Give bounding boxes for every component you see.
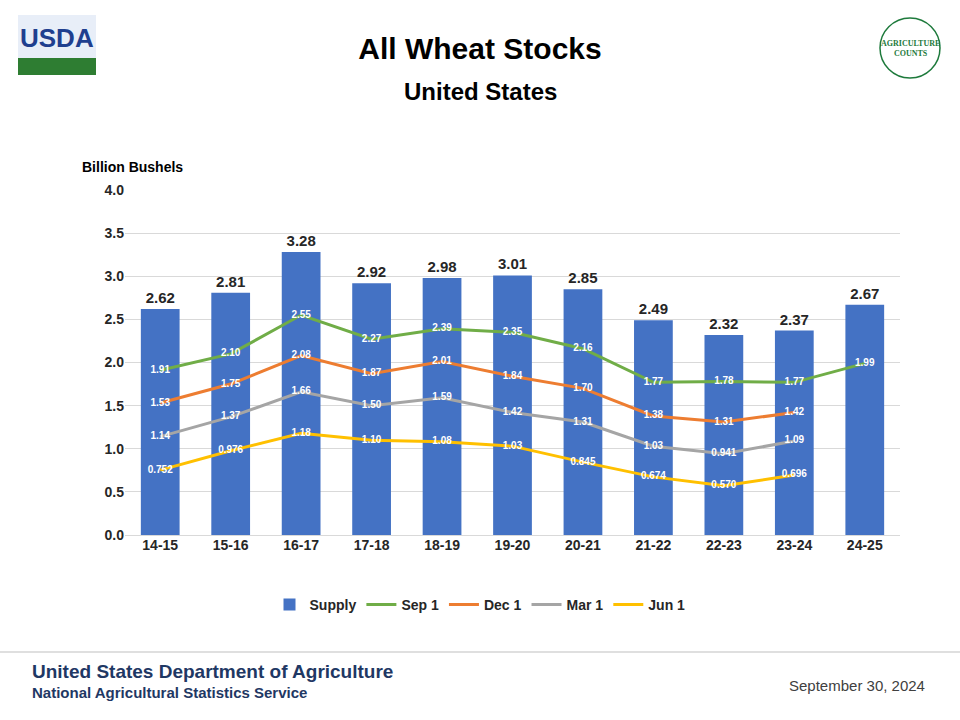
svg-text:1.31: 1.31: [714, 416, 734, 427]
svg-text:2.67: 2.67: [850, 285, 879, 302]
svg-text:2.08: 2.08: [291, 349, 311, 360]
svg-text:1.38: 1.38: [644, 409, 664, 420]
svg-text:2.37: 2.37: [780, 311, 809, 328]
svg-text:United States: United States: [404, 78, 557, 105]
svg-text:3.0: 3.0: [105, 268, 125, 284]
svg-text:1.78: 1.78: [714, 375, 734, 386]
svg-text:0.696: 0.696: [782, 468, 807, 479]
svg-text:Sep 1: Sep 1: [401, 597, 439, 613]
svg-text:1.50: 1.50: [362, 399, 382, 410]
svg-text:0.941: 0.941: [711, 447, 736, 458]
svg-text:1.70: 1.70: [573, 382, 593, 393]
svg-text:15-16: 15-16: [213, 537, 249, 553]
svg-text:1.03: 1.03: [644, 440, 664, 451]
svg-text:18-19: 18-19: [424, 537, 460, 553]
svg-text:17-18: 17-18: [354, 537, 390, 553]
svg-text:National Agricultural Statisti: National Agricultural Statistics Service: [32, 684, 307, 701]
svg-text:4.0: 4.0: [105, 182, 125, 198]
svg-text:2.10: 2.10: [221, 347, 241, 358]
svg-text:2.0: 2.0: [105, 354, 125, 370]
svg-text:2.27: 2.27: [362, 333, 382, 344]
svg-text:2.5: 2.5: [105, 311, 125, 327]
svg-text:20-21: 20-21: [565, 537, 601, 553]
svg-text:23-24: 23-24: [776, 537, 812, 553]
svg-text:2.85: 2.85: [568, 269, 597, 286]
svg-text:1.18: 1.18: [291, 427, 311, 438]
svg-text:1.75: 1.75: [221, 378, 241, 389]
svg-text:1.31: 1.31: [573, 416, 593, 427]
svg-text:0.0: 0.0: [105, 527, 125, 543]
svg-text:Jun 1: Jun 1: [648, 597, 685, 613]
svg-text:Mar 1: Mar 1: [567, 597, 604, 613]
svg-text:1.91: 1.91: [150, 364, 170, 375]
svg-text:United States Department of Ag: United States Department of Agriculture: [32, 661, 393, 682]
svg-text:0.845: 0.845: [570, 456, 595, 467]
svg-text:14-15: 14-15: [142, 537, 178, 553]
svg-text:1.42: 1.42: [503, 406, 523, 417]
svg-text:1.5: 1.5: [105, 398, 125, 414]
svg-text:USDA: USDA: [20, 23, 94, 53]
svg-text:0.752: 0.752: [148, 464, 173, 475]
svg-text:0.976: 0.976: [218, 444, 243, 455]
svg-text:Billion Bushels: Billion Bushels: [82, 159, 183, 175]
svg-text:1.66: 1.66: [291, 385, 311, 396]
svg-text:1.14: 1.14: [150, 430, 170, 441]
svg-text:1.77: 1.77: [785, 376, 805, 387]
svg-text:21-22: 21-22: [636, 537, 672, 553]
svg-text:1.37: 1.37: [221, 410, 241, 421]
svg-text:2.92: 2.92: [357, 263, 386, 280]
svg-text:1.08: 1.08: [432, 435, 452, 446]
svg-text:1.87: 1.87: [362, 367, 382, 378]
svg-text:22-23: 22-23: [706, 537, 742, 553]
svg-text:1.77: 1.77: [644, 376, 664, 387]
svg-text:0.570: 0.570: [711, 479, 736, 490]
svg-text:2.01: 2.01: [432, 355, 452, 366]
svg-text:1.59: 1.59: [432, 391, 452, 402]
svg-text:0.674: 0.674: [641, 470, 666, 481]
svg-text:Supply: Supply: [310, 597, 357, 613]
svg-text:September 30, 2024: September 30, 2024: [789, 677, 925, 694]
svg-text:1.03: 1.03: [503, 440, 523, 451]
svg-text:2.16: 2.16: [573, 342, 593, 353]
svg-text:2.98: 2.98: [427, 258, 456, 275]
svg-text:3.28: 3.28: [287, 232, 316, 249]
svg-text:2.55: 2.55: [291, 309, 311, 320]
svg-text:1.53: 1.53: [150, 397, 170, 408]
svg-text:2.32: 2.32: [709, 315, 738, 332]
svg-text:1.10: 1.10: [362, 434, 382, 445]
svg-text:2.62: 2.62: [146, 289, 175, 306]
svg-text:AGRICULTURECOUNTS: AGRICULTURECOUNTS: [881, 39, 940, 58]
svg-text:2.39: 2.39: [432, 322, 452, 333]
svg-text:1.0: 1.0: [105, 441, 125, 457]
svg-text:19-20: 19-20: [495, 537, 531, 553]
svg-text:1.99: 1.99: [855, 357, 875, 368]
svg-text:Dec 1: Dec 1: [484, 597, 522, 613]
svg-text:0.5: 0.5: [105, 484, 125, 500]
svg-text:1.42: 1.42: [785, 406, 805, 417]
svg-text:24-25: 24-25: [847, 537, 883, 553]
svg-text:1.84: 1.84: [503, 370, 523, 381]
svg-text:3.5: 3.5: [105, 225, 125, 241]
svg-text:2.35: 2.35: [503, 326, 523, 337]
svg-text:1.09: 1.09: [785, 434, 805, 445]
svg-text:3.01: 3.01: [498, 255, 527, 272]
svg-text:16-17: 16-17: [283, 537, 319, 553]
svg-text:All Wheat Stocks: All Wheat Stocks: [358, 32, 601, 65]
svg-text:2.81: 2.81: [216, 273, 245, 290]
svg-text:2.49: 2.49: [639, 300, 668, 317]
